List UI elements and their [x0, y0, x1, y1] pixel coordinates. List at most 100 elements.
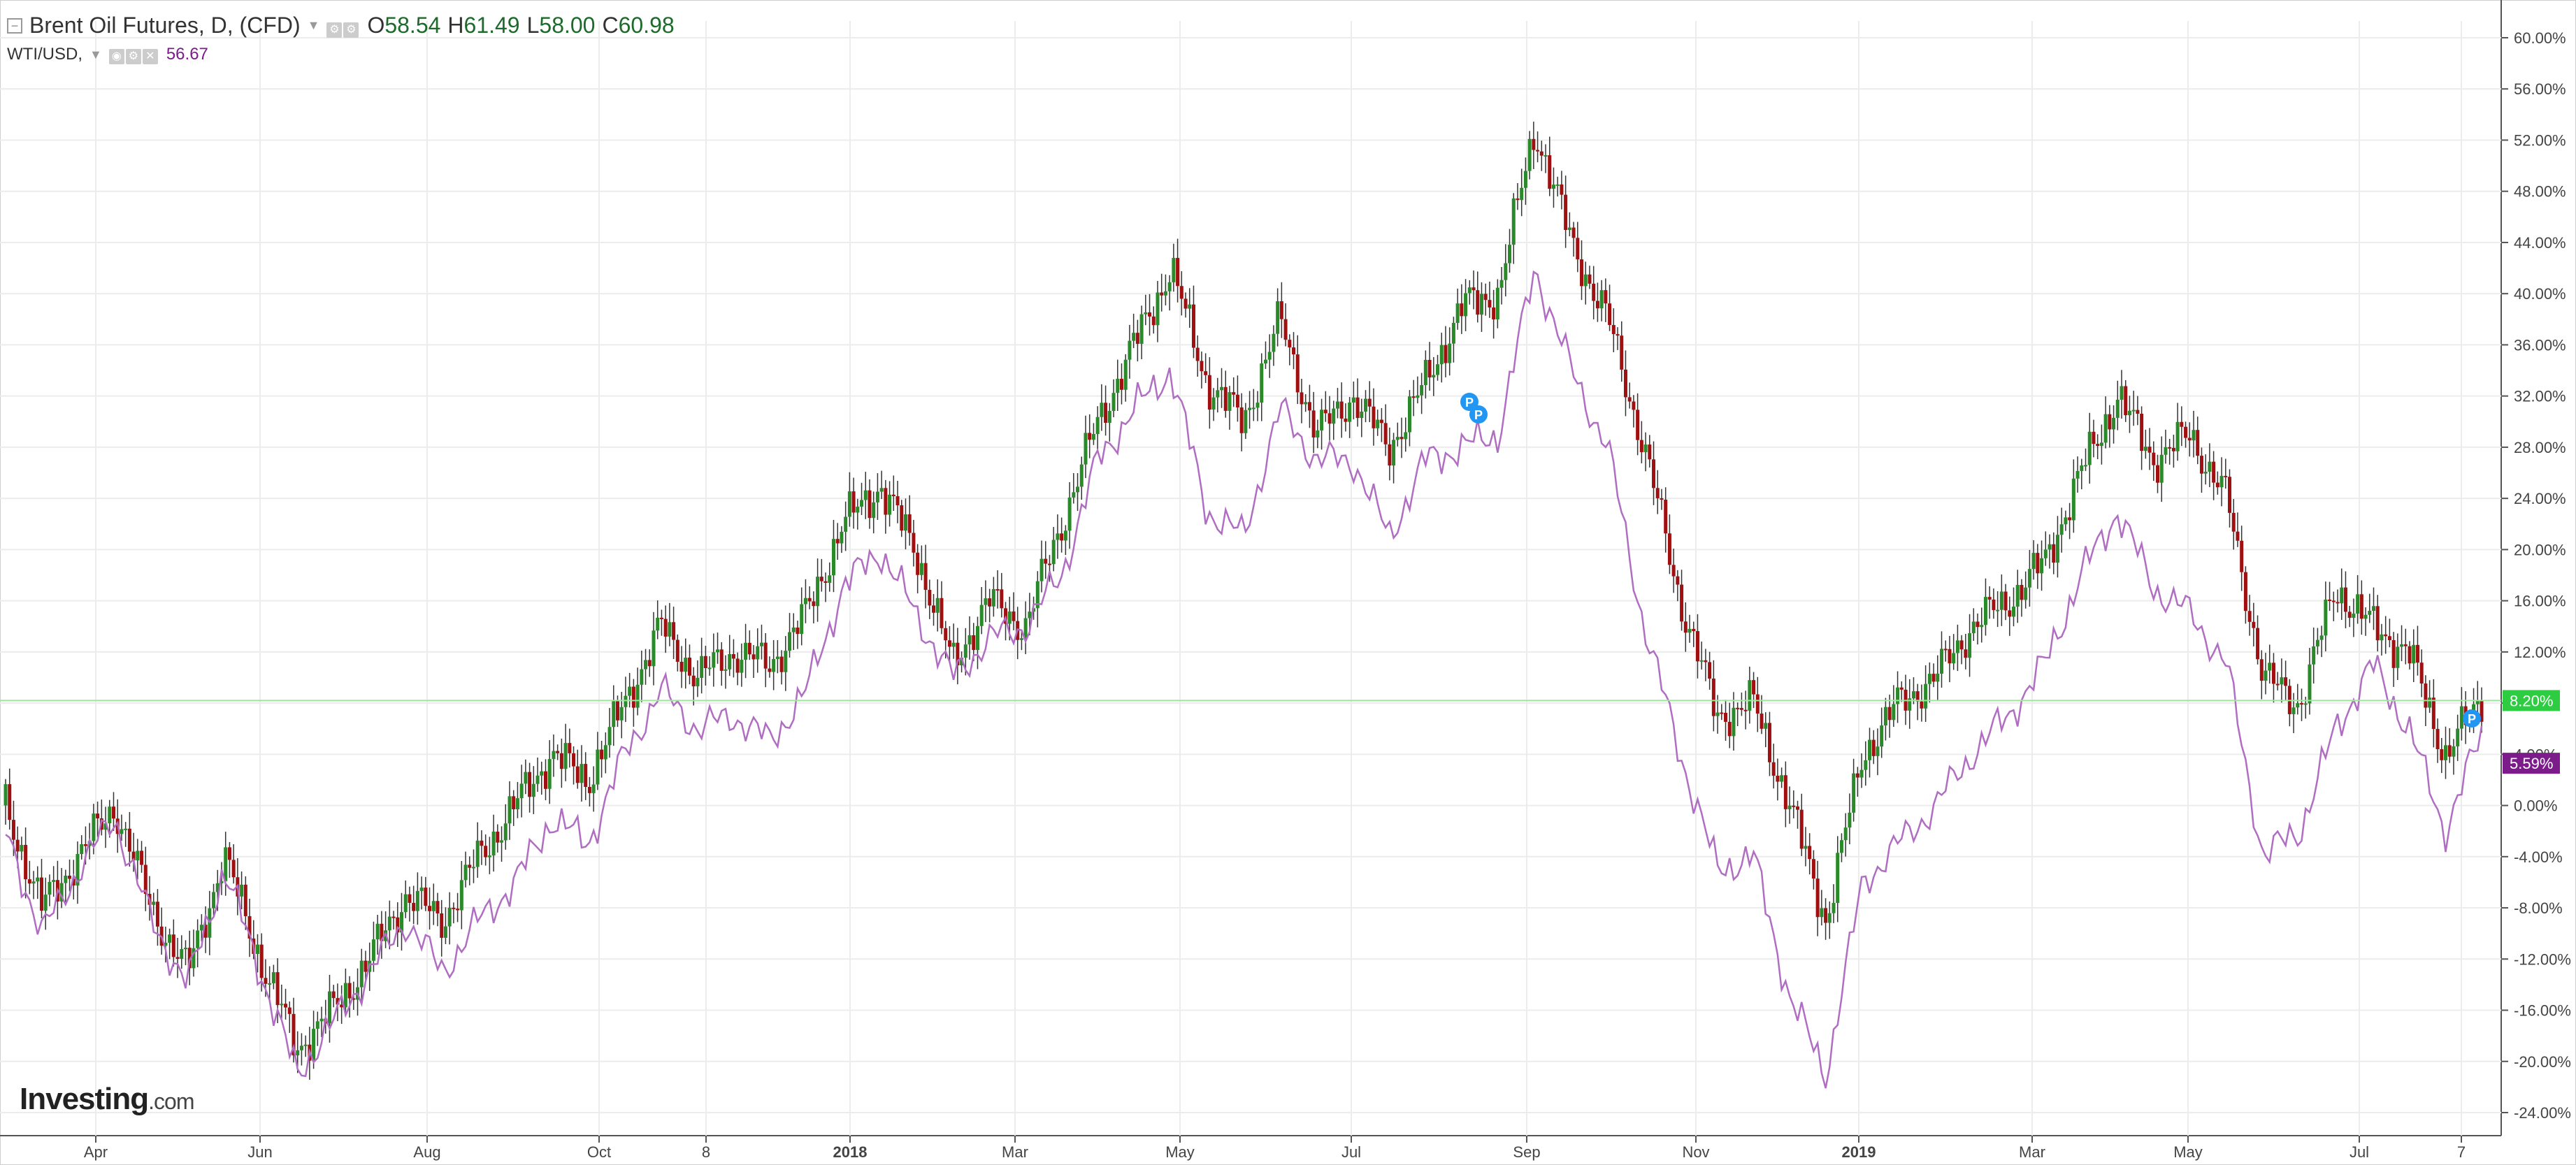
chevron-down-icon[interactable]: ▼	[307, 18, 320, 32]
candle-up	[644, 660, 648, 670]
candle-up	[1163, 291, 1167, 296]
candle-up	[2400, 644, 2404, 647]
low-key: L	[526, 13, 540, 38]
candle-down	[900, 505, 904, 531]
event-marker-icon[interactable]	[1469, 405, 1488, 424]
candle-down	[2252, 621, 2256, 628]
candle-down	[243, 884, 247, 916]
y-tick-label: -12.00%	[2514, 950, 2571, 968]
candle-down	[1000, 589, 1004, 609]
candle-down	[1548, 155, 1552, 189]
gear-icon[interactable]: ⚙	[125, 49, 141, 64]
candle-up	[1332, 408, 1336, 424]
candle-up	[1523, 171, 1527, 188]
candle-up	[2396, 646, 2400, 668]
compare-series-title[interactable]: WTI/USD,	[7, 45, 82, 64]
candle-down	[1811, 859, 1815, 879]
candle-up	[1091, 433, 1095, 440]
candle-down	[1195, 347, 1200, 361]
x-axis: Apr Jun Aug Oct 8 2018 Mar May Jul Sep Nov 2019 Mar M…	[84, 1136, 2466, 1161]
candle-down	[1664, 500, 1668, 534]
candle-down	[1616, 334, 1620, 336]
last-value-label: 5.59%	[2510, 755, 2553, 772]
candle-down	[735, 658, 740, 673]
chevron-down-icon[interactable]: ▼	[89, 47, 102, 61]
candle-down	[1323, 410, 1327, 414]
candle-up	[2015, 584, 2020, 607]
candle-up	[1983, 597, 1987, 625]
candle-up	[1864, 760, 1868, 770]
candle-down	[956, 642, 960, 666]
wti-compare-line	[5, 270, 2483, 1089]
brent-candles	[3, 122, 2484, 1080]
candle-up	[2143, 447, 2147, 451]
candle-up	[120, 829, 124, 834]
event-marker-icon[interactable]	[1460, 393, 1478, 411]
candle-down	[424, 888, 428, 906]
candle-up	[64, 876, 68, 883]
x-tick-label: Oct	[587, 1143, 611, 1161]
candle-up	[991, 588, 995, 607]
event-marker-icon[interactable]	[2463, 709, 2481, 728]
candle-down	[1135, 333, 1139, 344]
candle-up	[75, 854, 80, 886]
candle-up	[2064, 517, 2068, 525]
event-markers[interactable]: PPP	[1460, 393, 2481, 728]
main-series-title[interactable]: Brent Oil Futures, D, (CFD)	[29, 13, 301, 38]
candle-up	[2363, 614, 2368, 619]
candle-down	[2300, 703, 2304, 705]
candle-up	[164, 942, 168, 946]
candle-up	[844, 516, 848, 532]
candle-down	[247, 916, 252, 939]
candle-down	[1915, 691, 1920, 702]
candle-down	[1931, 674, 1936, 682]
candle-down	[2236, 531, 2240, 541]
candle-up	[36, 877, 40, 882]
candle-down	[171, 934, 175, 957]
candle-up	[919, 563, 923, 575]
gear-icon[interactable]: ⚙	[343, 22, 359, 38]
candle-down	[1179, 286, 1183, 299]
candle-up	[1859, 769, 1864, 778]
candle-down	[1671, 565, 1676, 577]
candle-down	[556, 751, 560, 753]
candle-down	[1692, 628, 1696, 632]
eye-icon[interactable]: ◉	[108, 49, 124, 64]
candle-up	[1820, 908, 1824, 918]
candle-down	[2092, 431, 2096, 444]
candle-up	[196, 930, 200, 948]
candle-down	[1532, 138, 1536, 150]
y-tick-label: 48.00%	[2514, 183, 2566, 201]
candle-down	[1792, 805, 1796, 807]
candle-down	[1327, 413, 1332, 424]
candle-up	[2112, 417, 2116, 430]
candle-down	[336, 998, 340, 1005]
settings-icon[interactable]: ⚙	[326, 22, 343, 38]
candle-down	[2224, 475, 2228, 477]
candle-up	[552, 751, 556, 760]
candle-up	[724, 669, 728, 671]
candle-down	[1355, 397, 1360, 419]
candle-down	[15, 839, 20, 852]
candle-down	[1592, 283, 1596, 301]
candle-up	[180, 949, 184, 959]
candle-down	[1627, 397, 1632, 402]
candle-up	[1508, 245, 1512, 263]
candle-down	[2052, 544, 2056, 563]
collapse-icon[interactable]: −	[7, 17, 22, 34]
main-series-legend: − Brent Oil Futures, D, (CFD) ▼ ⚙ ⚙ O58.5…	[7, 13, 675, 38]
investing-logo[interactable]: Investing.com	[20, 1082, 195, 1117]
candle-up	[2303, 703, 2308, 705]
candle-down	[292, 1013, 296, 1056]
candle-down	[972, 635, 976, 651]
candle-up	[503, 823, 508, 841]
candle-up	[475, 840, 480, 867]
x-tick-label: Mar	[1002, 1143, 1028, 1161]
candle-up	[1139, 314, 1144, 344]
candle-down	[995, 588, 1000, 591]
candle-down	[1920, 701, 1924, 709]
close-icon[interactable]: ✕	[142, 49, 158, 64]
candle-down	[1047, 563, 1051, 565]
